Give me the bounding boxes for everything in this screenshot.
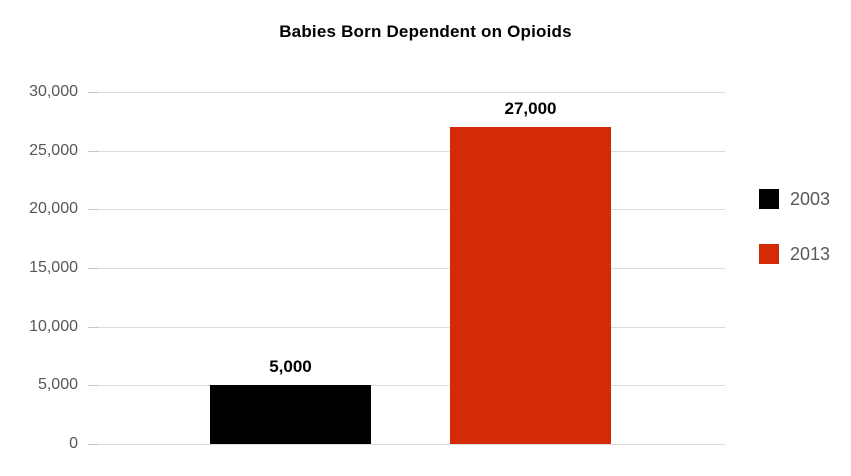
y-axis-tick: [88, 268, 100, 269]
gridline: [101, 209, 725, 210]
y-axis-tick: [88, 385, 100, 386]
y-axis-tick: [88, 327, 100, 328]
legend: 2003 2013: [759, 189, 830, 299]
legend-label: 2003: [790, 189, 831, 209]
bar-value-label: 27,000: [504, 99, 557, 118]
y-axis-tick: [88, 209, 100, 210]
gridline: [101, 444, 725, 445]
gridline: [101, 327, 725, 328]
y-axis-tick-label: 5,000: [37, 376, 78, 393]
y-axis-tick-label: 30,000: [29, 83, 78, 100]
legend-item: 2013: [759, 244, 830, 264]
bar-2003: [210, 385, 371, 444]
y-axis-tick-label: 15,000: [29, 259, 78, 276]
gridline: [101, 385, 725, 386]
gridline: [101, 268, 725, 269]
legend-item: 2003: [759, 189, 830, 209]
y-axis-tick: [88, 92, 100, 93]
legend-label: 2013: [790, 244, 831, 264]
y-axis-tick: [88, 151, 100, 152]
legend-swatch-icon: [759, 244, 779, 264]
legend-swatch-icon: [759, 189, 779, 209]
y-axis-tick: [88, 444, 100, 445]
bar-2013: [450, 127, 611, 444]
y-axis-tick-label: 0: [69, 435, 78, 452]
y-axis-tick-label: 10,000: [29, 318, 78, 335]
y-axis-tick-label: 25,000: [29, 142, 78, 159]
bar-value-label: 5,000: [269, 357, 312, 376]
chart-title: Babies Born Dependent on Opioids: [279, 22, 572, 41]
gridline: [101, 151, 725, 152]
y-axis-tick-label: 20,000: [29, 200, 78, 217]
gridline: [101, 92, 725, 93]
